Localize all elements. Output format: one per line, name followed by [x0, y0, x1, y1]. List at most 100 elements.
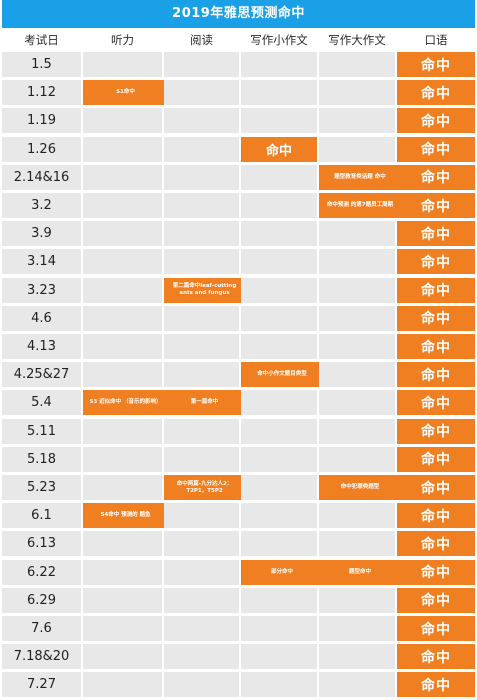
- empty-cell: [83, 531, 162, 557]
- exam-date: 1.5: [2, 52, 81, 77]
- header-listening: 听力: [83, 28, 162, 52]
- empty-cell: [319, 80, 395, 106]
- empty-cell: [241, 305, 317, 331]
- empty-cell: [319, 136, 395, 162]
- exam-date: 3.9: [2, 221, 81, 247]
- speaking-hit: 命中: [397, 559, 475, 585]
- empty-cell: [241, 587, 317, 613]
- speaking-hit: 命中: [397, 587, 475, 613]
- empty-cell: [241, 503, 317, 529]
- empty-cell: [319, 672, 395, 698]
- exam-date: 7.6: [2, 616, 81, 641]
- empty-cell: [164, 587, 239, 613]
- table-row: 6.29 命中: [2, 587, 475, 616]
- speaking-hit: 命中: [397, 446, 475, 472]
- header-big-writing: 写作大作文: [319, 28, 395, 52]
- empty-cell: [319, 334, 395, 359]
- big-writing-hit: 题型教育类话题 命中: [319, 164, 401, 190]
- table-row: 7.18&20 命中: [2, 644, 475, 672]
- exam-date: 5.4: [2, 390, 81, 416]
- empty-cell: [319, 108, 395, 134]
- header-speaking: 口语: [397, 28, 475, 52]
- big-writing-hit: 命中犯罪类题型: [319, 475, 401, 500]
- empty-cell: [164, 503, 239, 529]
- empty-cell: [83, 644, 162, 670]
- listening-hit: S1命中: [83, 80, 168, 106]
- page-title: 2019年雅思预测命中: [2, 0, 475, 28]
- empty-cell: [241, 108, 317, 134]
- empty-cell: [319, 503, 395, 529]
- empty-cell: [164, 193, 239, 218]
- empty-cell: [319, 362, 395, 388]
- empty-cell: [164, 531, 239, 557]
- exam-date: 3.23: [2, 277, 81, 303]
- empty-cell: [164, 305, 239, 331]
- empty-cell: [164, 136, 239, 162]
- exam-date: 1.12: [2, 80, 81, 106]
- table-row: 3.2 命中预测 的第7题员工周期 命中: [2, 193, 475, 221]
- empty-cell: [241, 52, 317, 77]
- empty-cell: [164, 559, 239, 585]
- empty-cell: [164, 221, 239, 247]
- empty-cell: [83, 221, 162, 247]
- speaking-hit: 命中: [397, 362, 475, 388]
- exam-date: 4.6: [2, 305, 81, 331]
- empty-cell: [164, 418, 239, 444]
- big-writing-hit: 题型命中: [319, 559, 401, 585]
- empty-cell: [319, 418, 395, 444]
- exam-date: 3.14: [2, 249, 81, 275]
- exam-date: 4.25&27: [2, 362, 81, 388]
- empty-cell: [83, 672, 162, 698]
- empty-cell: [241, 277, 317, 303]
- speaking-hit: 命中: [397, 221, 475, 247]
- table-row: 5.23 命中两篇-九分达人2：T2P1，T5P2 命中犯罪类题型 命中: [2, 475, 475, 503]
- empty-cell: [241, 644, 317, 670]
- speaking-hit: 命中: [397, 616, 475, 641]
- table-row: 3.9 命中: [2, 221, 475, 249]
- empty-cell: [241, 616, 317, 641]
- exam-date: 1.19: [2, 108, 81, 134]
- empty-cell: [241, 80, 317, 106]
- empty-cell: [241, 531, 317, 557]
- empty-cell: [83, 475, 162, 500]
- speaking-hit: 命中: [397, 249, 475, 275]
- exam-date: 2.14&16: [2, 164, 81, 190]
- exam-date: 3.2: [2, 193, 81, 218]
- small-writing-hit: 部分命中: [241, 559, 323, 585]
- speaking-hit: 命中: [397, 644, 475, 670]
- empty-cell: [241, 221, 317, 247]
- empty-cell: [83, 305, 162, 331]
- empty-cell: [164, 249, 239, 275]
- empty-cell: [164, 446, 239, 472]
- empty-cell: [241, 475, 317, 500]
- empty-cell: [241, 672, 317, 698]
- table-row: 1.12 S1命中 命中: [2, 80, 475, 108]
- empty-cell: [164, 644, 239, 670]
- empty-cell: [164, 334, 239, 359]
- speaking-hit: 命中: [397, 503, 475, 529]
- exam-date: 5.18: [2, 446, 81, 472]
- speaking-hit: 命中: [397, 390, 475, 416]
- empty-cell: [83, 136, 162, 162]
- empty-cell: [319, 644, 395, 670]
- speaking-hit: 命中: [397, 475, 475, 500]
- empty-cell: [83, 164, 162, 190]
- empty-cell: [83, 277, 162, 303]
- small-writing-hit: 命中: [241, 136, 317, 162]
- table-row: 5.4 S3 近似命中 （音乐的影响） 第一篇命中 命中: [2, 390, 475, 418]
- speaking-hit: 命中: [397, 531, 475, 557]
- speaking-hit: 命中: [397, 80, 475, 106]
- empty-cell: [164, 80, 239, 106]
- table-row: 5.18 命中: [2, 446, 475, 475]
- speaking-hit: 命中: [397, 672, 475, 698]
- empty-cell: [319, 305, 395, 331]
- empty-cell: [83, 193, 162, 218]
- exam-date: 6.13: [2, 531, 81, 557]
- empty-cell: [83, 616, 162, 641]
- empty-cell: [319, 221, 395, 247]
- empty-cell: [319, 52, 395, 77]
- empty-cell: [164, 362, 239, 388]
- empty-cell: [319, 249, 395, 275]
- empty-cell: [83, 334, 162, 359]
- empty-cell: [241, 446, 317, 472]
